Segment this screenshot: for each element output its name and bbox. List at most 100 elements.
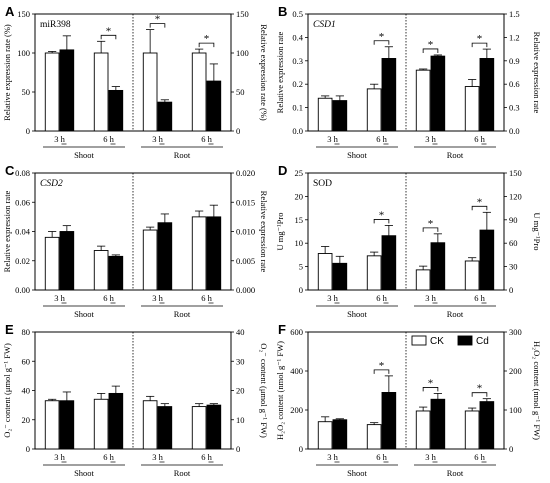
y-tick-label: 0.06: [15, 197, 30, 207]
bar-cd: [108, 255, 124, 291]
bar-ck: [366, 424, 382, 450]
y2-tick-label: 0.015: [236, 197, 255, 207]
bar-ck: [44, 400, 60, 450]
significance-star: *: [204, 33, 210, 45]
bar-cd: [430, 398, 446, 450]
y-tick-label: 0.5: [292, 9, 303, 19]
tissue-label: Root: [174, 309, 191, 319]
x-tick-label: 6 h: [103, 134, 114, 144]
y2-tick-label: 0.005: [236, 256, 255, 266]
significance-star: *: [477, 383, 483, 395]
y-tick-label: 40: [22, 386, 31, 396]
y-tick-label: 150: [17, 9, 30, 19]
tissue-label: Root: [174, 468, 191, 478]
y-axis-label: Relative expression rate (%): [2, 24, 12, 121]
bar-cd: [157, 101, 173, 132]
x-tick-label: 3 h: [152, 293, 163, 303]
significance-bracket: [373, 369, 390, 374]
bar-ck: [317, 97, 333, 132]
bar-ck: [366, 255, 382, 291]
significance-bracket: [373, 219, 390, 224]
y2-tick-label: 100: [236, 48, 249, 58]
tissue-label: Root: [447, 309, 464, 319]
bar-ck: [44, 52, 60, 132]
y2-tick-label: 0: [236, 444, 240, 454]
panel-label: C: [5, 163, 15, 178]
y2-tick-label: 10: [236, 415, 245, 425]
y2-tick-label: 30: [236, 356, 245, 366]
y2-tick-label: 1.2: [509, 32, 520, 42]
panel-label: A: [5, 4, 15, 19]
bar-cd: [381, 235, 397, 291]
tissue-label: Root: [447, 468, 464, 478]
y-tick-label: 0.1: [292, 103, 303, 113]
y-tick-label: 80: [22, 327, 31, 337]
x-tick-label: 6 h: [376, 293, 387, 303]
significance-bracket: [471, 205, 488, 211]
significance-bracket: [471, 392, 488, 397]
y-tick-label: 20: [22, 415, 31, 425]
significance-star: *: [106, 25, 112, 37]
bar-ck: [317, 421, 333, 450]
tissue-label: Shoot: [347, 468, 367, 478]
bar-cd: [206, 404, 222, 450]
y-tick-label: 20: [295, 191, 304, 201]
y2-tick-label: 90: [509, 215, 518, 225]
panel-title: SOD: [313, 179, 332, 189]
panel-f: F 0 200 400 600 0 100 200 300 H₂O₂ content (nmol …: [275, 322, 542, 478]
bar-cd: [381, 392, 397, 450]
significance-bracket: [422, 227, 439, 232]
bar-cd: [332, 100, 348, 132]
bar-cd: [206, 216, 222, 291]
y-axis-label: U mg⁻¹Pro: [275, 213, 285, 251]
x-tick-label: 6 h: [376, 452, 387, 462]
y-tick-label: 100: [17, 48, 30, 58]
y2-tick-label: 150: [236, 9, 249, 19]
significance-bracket: [422, 387, 439, 392]
bar-ck: [93, 398, 109, 450]
y-tick-label: 0.00: [15, 285, 30, 295]
legend-label-cd: Cd: [476, 336, 489, 347]
y2-tick-label: 0.0: [509, 126, 520, 136]
tissue-label: Root: [447, 150, 464, 160]
bar-cd: [479, 401, 495, 450]
tissue-label: Shoot: [74, 309, 94, 319]
y-tick-label: 60: [22, 356, 31, 366]
tissue-label: Shoot: [347, 150, 367, 160]
legend: CK Cd: [411, 335, 489, 347]
panel-label: B: [278, 4, 287, 19]
y-tick-label: 0.3: [292, 56, 303, 66]
x-tick-label: 3 h: [54, 134, 65, 144]
bar-cd: [59, 49, 75, 132]
panel-label: F: [278, 322, 286, 337]
y2-axis-label: O₂⁻ content (μmol g⁻¹ FW): [259, 343, 269, 438]
x-tick-label: 3 h: [327, 134, 338, 144]
x-tick-label: 6 h: [201, 452, 212, 462]
y2-tick-label: 20: [236, 386, 245, 396]
x-tick-label: 6 h: [201, 293, 212, 303]
tissue-label: Shoot: [74, 150, 94, 160]
y2-axis-label: Relative expression rate (%): [259, 24, 269, 121]
y-tick-label: 0.08: [15, 168, 30, 178]
y2-axis-label: Relative expression rate: [259, 191, 269, 273]
y-tick-label: 0: [299, 444, 303, 454]
significance-star: *: [379, 209, 385, 221]
y2-tick-label: 100: [509, 405, 522, 415]
x-tick-label: 6 h: [103, 452, 114, 462]
significance-star: *: [428, 377, 434, 389]
bar-cd: [157, 406, 173, 450]
y2-tick-label: 0: [236, 126, 240, 136]
x-tick-label: 3 h: [425, 134, 436, 144]
y2-axis-label: Relative expression rate: [532, 32, 542, 114]
y2-tick-label: 0: [509, 444, 513, 454]
significance-bracket: [198, 42, 215, 48]
significance-star: *: [155, 14, 161, 26]
significance-star: *: [428, 39, 434, 51]
legend-swatch-ck: [411, 335, 427, 346]
tissue-label: Shoot: [347, 309, 367, 319]
y-tick-label: 0: [26, 444, 30, 454]
significance-bracket: [149, 23, 166, 28]
y2-tick-label: 1.5: [509, 9, 520, 19]
tissue-label: Root: [174, 150, 191, 160]
y2-tick-label: 0.9: [509, 56, 520, 66]
